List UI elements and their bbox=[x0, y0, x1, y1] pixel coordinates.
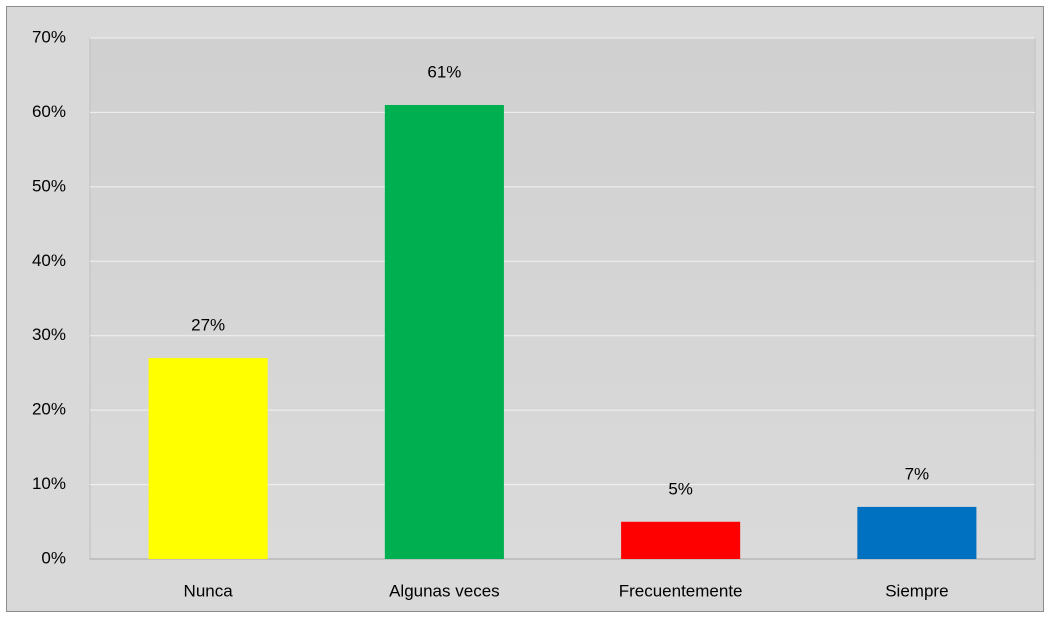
x-tick-label: Nunca bbox=[184, 581, 234, 600]
y-tick-label: 60% bbox=[32, 102, 66, 121]
x-tick-label: Siempre bbox=[885, 581, 948, 600]
y-tick-label: 50% bbox=[32, 176, 66, 195]
data-label: 27% bbox=[191, 316, 225, 335]
y-tick-label: 70% bbox=[32, 27, 66, 46]
bar bbox=[857, 506, 977, 559]
y-tick-label: 0% bbox=[41, 548, 66, 567]
bar bbox=[621, 521, 741, 559]
x-tick-label: Algunas veces bbox=[389, 581, 500, 600]
data-label: 5% bbox=[668, 479, 693, 498]
y-tick-label: 30% bbox=[32, 325, 66, 344]
data-label: 7% bbox=[905, 464, 930, 483]
y-tick-label: 20% bbox=[32, 400, 66, 419]
y-tick-label: 10% bbox=[32, 474, 66, 493]
x-tick-label: Frecuentemente bbox=[619, 581, 743, 600]
bar bbox=[148, 358, 268, 559]
bar bbox=[384, 104, 504, 559]
y-tick-label: 40% bbox=[32, 251, 66, 270]
data-label: 61% bbox=[427, 62, 461, 81]
